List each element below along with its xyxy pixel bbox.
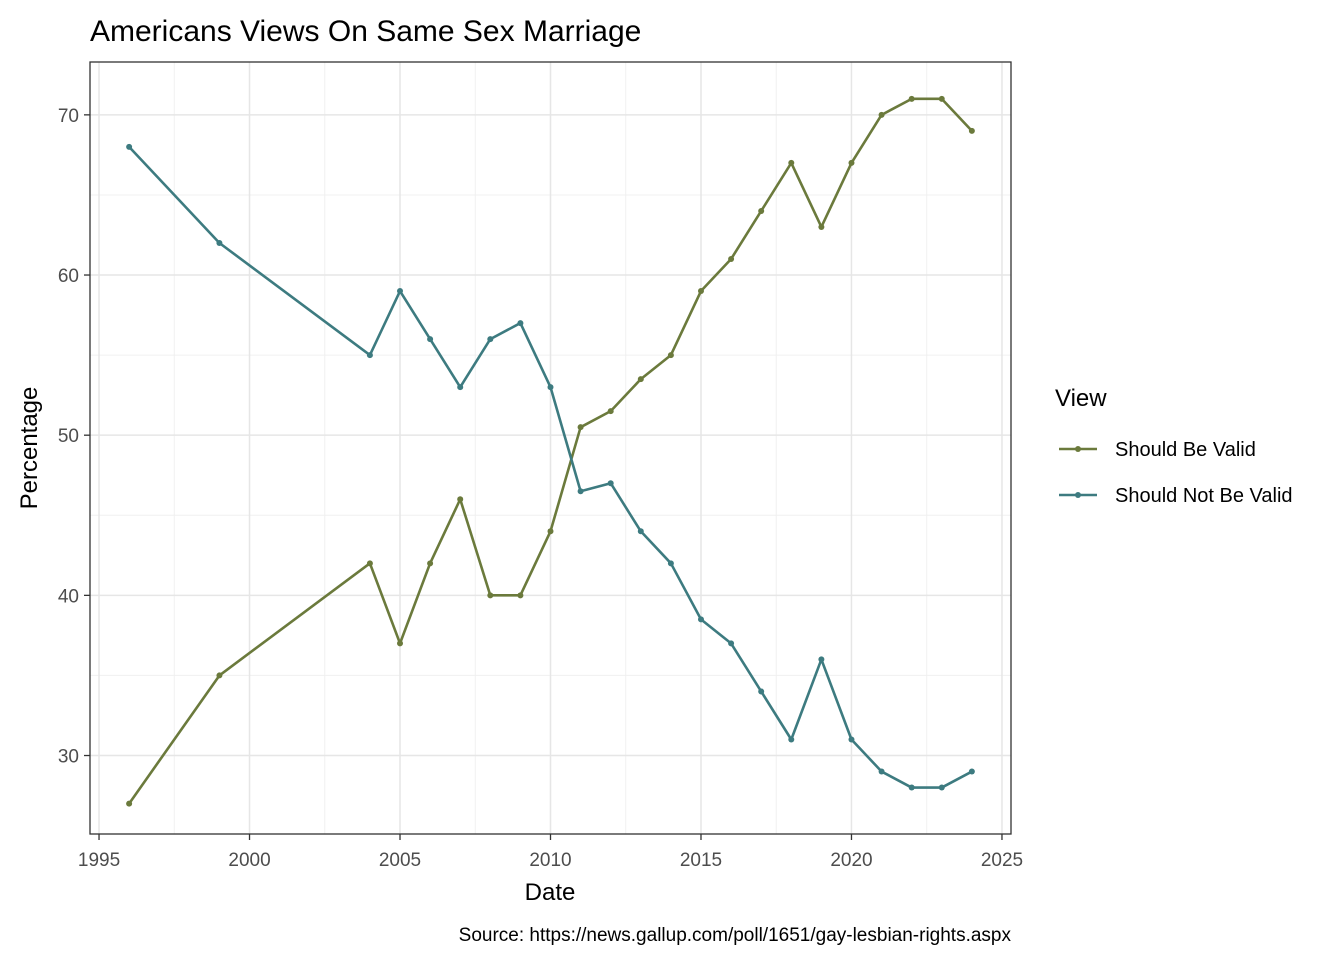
x-tick-label: 2015	[680, 850, 722, 871]
data-point	[667, 560, 674, 567]
data-point	[968, 127, 975, 134]
grid-major	[90, 62, 1011, 834]
data-point	[878, 111, 885, 118]
data-point	[126, 143, 133, 150]
legend-label-should-be-valid: Should Be Valid	[1115, 439, 1256, 461]
data-point	[878, 768, 885, 775]
y-axis: 30 40 50 60 70	[58, 106, 90, 768]
y-tick-label: 60	[58, 266, 79, 287]
data-point	[938, 784, 945, 791]
x-tick-label: 2010	[529, 850, 571, 871]
legend-keys	[1059, 446, 1097, 498]
legend-label-should-not-be-valid: Should Not Be Valid	[1115, 485, 1293, 507]
y-tick-label: 30	[58, 747, 79, 768]
series-layer	[126, 95, 975, 807]
data-point	[397, 288, 404, 295]
data-point	[908, 95, 915, 102]
x-tick-label: 2025	[981, 850, 1023, 871]
y-tick-label: 40	[58, 586, 79, 607]
legend: View Should Be Valid Should Not Be Valid	[1055, 385, 1293, 507]
data-point	[216, 672, 223, 679]
data-point	[487, 592, 494, 599]
data-point	[728, 640, 735, 647]
data-point	[427, 560, 434, 567]
y-tick-label: 70	[58, 106, 79, 127]
data-point	[667, 352, 674, 359]
legend-key-point	[1075, 446, 1081, 452]
x-axis-title: Date	[525, 879, 576, 906]
x-tick-label: 1995	[78, 850, 120, 871]
data-point	[968, 768, 975, 775]
data-point	[728, 256, 735, 263]
legend-title: View	[1055, 385, 1107, 412]
data-point	[517, 592, 524, 599]
data-point	[547, 384, 554, 391]
data-point	[366, 352, 373, 359]
data-point	[547, 528, 554, 535]
data-point	[637, 376, 644, 383]
data-point	[216, 239, 223, 246]
data-point	[788, 159, 795, 166]
data-point	[517, 320, 524, 327]
data-point	[366, 560, 373, 567]
data-point	[397, 640, 404, 647]
caption: Source: https://news.gallup.com/poll/165…	[459, 925, 1012, 946]
x-tick-label: 2005	[379, 850, 421, 871]
data-point	[788, 736, 795, 743]
data-point	[487, 336, 494, 343]
data-point	[697, 288, 704, 295]
data-point	[818, 656, 825, 663]
data-point	[848, 736, 855, 743]
data-point	[427, 336, 434, 343]
data-point	[908, 784, 915, 791]
data-point	[637, 528, 644, 535]
legend-key-point	[1075, 492, 1081, 498]
x-tick-label: 2020	[830, 850, 872, 871]
data-point	[577, 424, 584, 431]
x-tick-label: 2000	[228, 850, 270, 871]
chart-title: Americans Views On Same Sex Marriage	[90, 15, 641, 48]
y-axis-title: Percentage	[16, 387, 43, 510]
data-point	[577, 488, 584, 495]
x-axis: 1995 2000 2005 2010 2015 2020 2025	[78, 834, 1023, 871]
data-point	[607, 408, 614, 415]
data-point	[848, 159, 855, 166]
data-point	[697, 616, 704, 623]
data-point	[818, 223, 825, 230]
data-point	[758, 207, 765, 214]
data-point	[126, 800, 133, 807]
data-point	[457, 384, 464, 391]
data-point	[457, 496, 464, 503]
data-point	[758, 688, 765, 695]
data-point	[607, 480, 614, 487]
data-point	[938, 95, 945, 102]
y-tick-label: 50	[58, 426, 79, 447]
